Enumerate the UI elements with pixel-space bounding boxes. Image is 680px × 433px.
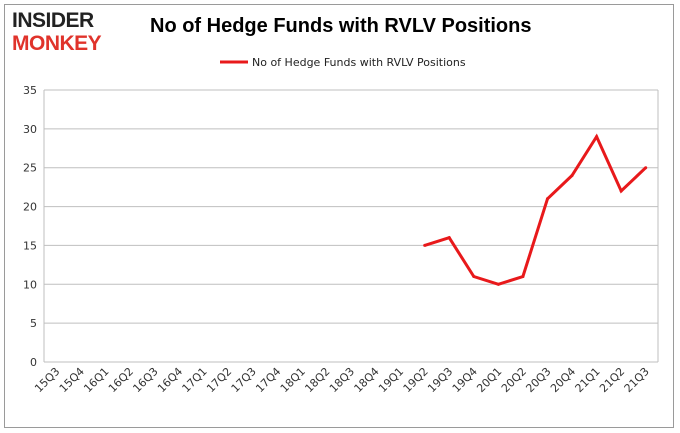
data-point	[447, 236, 451, 240]
data-point	[545, 197, 549, 201]
x-tick-label: 19Q4	[450, 365, 480, 395]
x-tick-label: 20Q1	[474, 365, 504, 395]
x-tick-label: 21Q3	[622, 365, 652, 395]
x-tick-label: 17Q2	[204, 365, 234, 395]
x-tick-label: 16Q4	[155, 365, 185, 395]
y-tick-label: 15	[23, 239, 37, 252]
x-tick-label: 15Q4	[57, 365, 87, 395]
legend-label: No of Hedge Funds with RVLV Positions	[252, 56, 466, 69]
x-tick-label: 18Q1	[278, 365, 308, 395]
y-tick-label: 30	[23, 123, 37, 136]
x-tick-label: 15Q3	[32, 365, 62, 395]
x-axis-ticks: 15Q315Q416Q116Q216Q316Q417Q117Q217Q317Q4…	[32, 365, 652, 395]
logo-line-2: MONKEY	[12, 32, 102, 55]
x-tick-label: 17Q1	[180, 365, 210, 395]
y-tick-label: 5	[30, 317, 37, 330]
data-point	[644, 166, 648, 170]
series-layer	[423, 133, 648, 286]
x-tick-label: 19Q2	[401, 365, 431, 395]
chart-title: No of Hedge Funds with RVLV Positions	[150, 15, 532, 37]
data-point	[619, 189, 623, 193]
x-tick-label: 20Q2	[499, 365, 529, 395]
logo-line-1: INSIDER	[12, 9, 94, 32]
x-tick-label: 20Q3	[523, 365, 553, 395]
insider-monkey-logo: INSIDER MONKEY	[10, 8, 128, 56]
series-line-0	[424, 133, 647, 286]
x-tick-label: 18Q4	[352, 365, 382, 395]
legend: No of Hedge Funds with RVLV Positions	[220, 56, 466, 69]
data-point	[570, 173, 574, 177]
y-tick-label: 25	[23, 162, 37, 175]
x-tick-label: 18Q2	[302, 365, 332, 395]
data-point	[595, 135, 599, 139]
x-tick-label: 16Q1	[81, 365, 111, 395]
data-point	[423, 243, 427, 247]
chart-frame	[4, 4, 674, 428]
x-tick-label: 21Q2	[597, 365, 627, 395]
grid-lines	[43, 89, 659, 363]
x-tick-label: 20Q4	[548, 365, 578, 395]
x-tick-label: 21Q1	[573, 365, 603, 395]
x-tick-label: 18Q3	[327, 365, 357, 395]
data-point	[521, 275, 525, 279]
data-point	[472, 275, 476, 279]
y-axis-ticks: 0 5 10 15 20 25 30 35	[23, 84, 37, 369]
x-tick-label: 19Q1	[376, 365, 406, 395]
x-tick-label: 17Q3	[229, 365, 259, 395]
data-point	[496, 282, 500, 286]
x-tick-label: 17Q4	[253, 365, 283, 395]
y-tick-label: 20	[23, 201, 37, 214]
y-tick-label: 35	[23, 84, 37, 97]
y-tick-label: 10	[23, 278, 37, 291]
x-tick-label: 16Q3	[130, 365, 160, 395]
x-tick-label: 16Q2	[106, 365, 136, 395]
y-tick-label: 0	[30, 356, 37, 369]
x-tick-label: 19Q3	[425, 365, 455, 395]
